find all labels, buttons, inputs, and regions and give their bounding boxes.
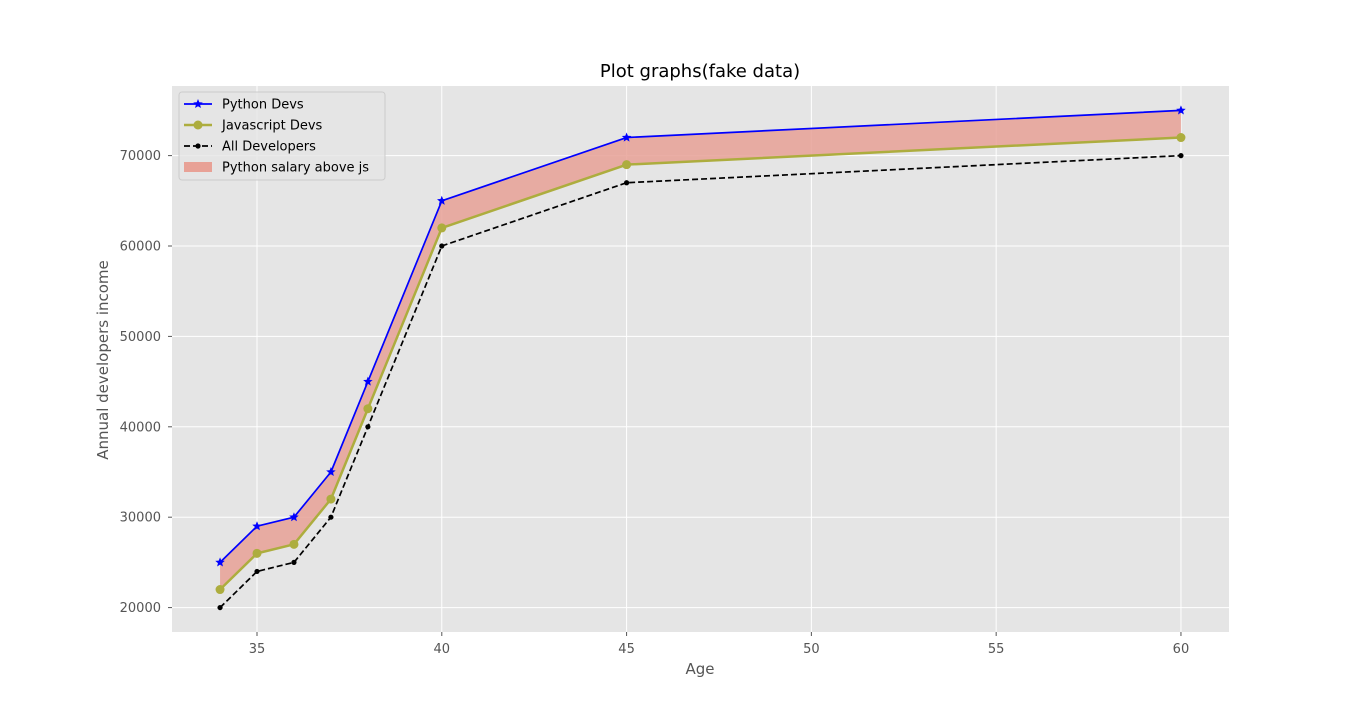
y-tick-label: 30000 [120, 511, 161, 526]
series-point-1 [437, 223, 447, 233]
x-tick-label: 60 [1173, 642, 1190, 657]
series-point-1 [363, 404, 373, 414]
legend-marker-0 [193, 99, 203, 109]
series-point-0 [252, 521, 262, 531]
legend: Python Devs Javascript Devs All Developers… [178, 91, 386, 181]
y-axis-label: Annual developers income [94, 260, 112, 460]
series-point-2 [291, 559, 297, 565]
y-tick-label: 50000 [120, 330, 161, 345]
x-tick-label: 35 [249, 642, 266, 657]
series-point-1 [289, 539, 299, 549]
y-tick-label: 70000 [120, 149, 161, 164]
series-point-2 [623, 180, 630, 186]
legend-label-0: Python Devs [222, 98, 304, 113]
series-line-0 [219, 109, 1181, 564]
series-point-0 [621, 132, 632, 142]
series-point-2 [439, 243, 445, 249]
series-point-0 [326, 467, 336, 477]
x-tick-label: 45 [618, 642, 635, 657]
series-point-0 [363, 376, 373, 386]
y-tick-label: 20000 [120, 601, 161, 616]
x-tick-label: 40 [434, 642, 451, 657]
series-point-1 [622, 160, 632, 170]
legend-marker-2 [195, 143, 201, 149]
series-point-2 [217, 604, 223, 611]
x-tick-label: 55 [988, 642, 1005, 657]
legend-box [178, 91, 386, 181]
series-point-1 [1176, 133, 1186, 143]
x-axis-label: Age [685, 660, 714, 678]
series-point-1 [252, 548, 262, 558]
series-point-0 [437, 195, 447, 205]
x-tick-label: 50 [803, 642, 820, 657]
series-point-2 [1178, 153, 1184, 159]
series-line-2 [219, 154, 1181, 609]
series-point-1 [326, 494, 336, 504]
series-point-2 [365, 424, 371, 430]
series-point-2 [328, 514, 334, 520]
series-point-2 [254, 568, 260, 575]
y-tick-label: 60000 [120, 240, 161, 255]
chart-title: Plot graphs(fake data) [600, 61, 800, 82]
legend-marker-1 [193, 120, 203, 130]
series-point-1 [215, 585, 225, 595]
series-line-1 [219, 136, 1182, 591]
y-tick-label: 40000 [120, 420, 161, 435]
series-point-0 [289, 512, 299, 522]
legend-swatch-fill [184, 162, 212, 172]
series-point-0 [215, 557, 225, 567]
legend-label-2: All Developers [222, 140, 316, 155]
legend-label-fill: Python salary above js [222, 161, 369, 176]
series-point-0 [1176, 105, 1186, 115]
legend-label-1: Javascript Devs [221, 119, 323, 134]
